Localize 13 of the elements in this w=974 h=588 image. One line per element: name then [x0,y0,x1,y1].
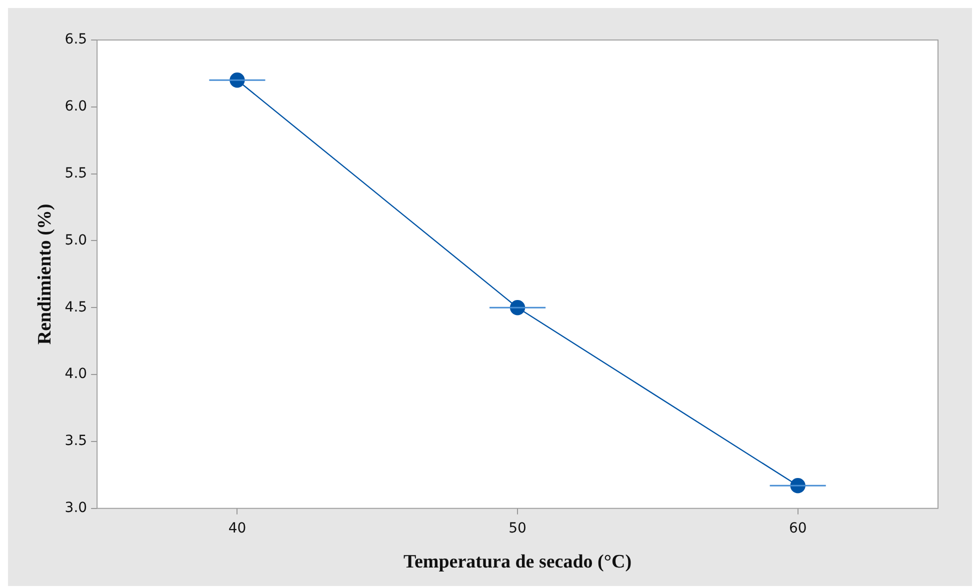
y-tick-label: 4.5 [64,299,88,316]
y-tick-label: 3.5 [64,433,88,450]
y-tick-label: 5.0 [64,232,88,248]
y-axis-title: Rendimiento (%) [34,204,56,345]
x-axis-title: Temperatura de secado (°C) [404,552,632,573]
y-tick-label: 3.0 [64,500,88,516]
y-tick-label: 6.5 [64,32,88,48]
x-tick-label: 40 [228,520,246,536]
x-tick-label: 60 [788,520,807,536]
y-tick-label: 6.0 [64,98,88,115]
y-tick-label: 4.0 [64,366,88,382]
y-tick-label: 5.5 [64,165,88,182]
x-tick-label: 50 [508,520,526,536]
